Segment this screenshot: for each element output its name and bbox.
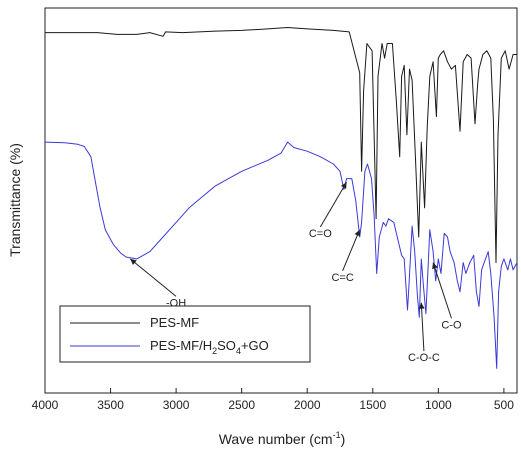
legend-label-main: PES-MF/H [150, 338, 212, 353]
x-axis-title: Wave number (cm-1) [219, 430, 346, 447]
x-tick-label: 1000 [425, 398, 452, 412]
annotation-arrow-line [420, 302, 425, 352]
legend-label-pes-mf-h2so4-go: PES-MF/H2SO4+GO [150, 338, 269, 356]
series-line-0 [45, 27, 517, 264]
legend-label-sub2: 4 [236, 346, 241, 356]
annotation-arrowhead [340, 182, 347, 189]
annotation-arrow-line [129, 258, 177, 297]
series-group [44, 27, 518, 369]
legend-label-pes-mf: PES-MF [150, 315, 199, 330]
x-axis-ticks: 4000 3500 3000 2500 2000 1500 1000 500 [32, 388, 514, 412]
annotation-arrowhead [418, 302, 425, 309]
plot-frame [44, 7, 518, 394]
annotation-arrow-line [342, 229, 361, 271]
y-axis-title: Transmittance (%) [7, 143, 23, 257]
series-line-1 [44, 141, 518, 369]
legend-label-mid: SO [217, 338, 236, 353]
annotation-label: C=C [331, 272, 353, 284]
legend-box [59, 305, 311, 363]
x-tick-label: 2500 [228, 398, 255, 412]
x-axis-title-main: Wave number (cm [219, 431, 333, 447]
x-tick-label: 3000 [163, 398, 190, 412]
annotation-arrowhead [130, 258, 137, 266]
x-tick-label: 1500 [359, 398, 386, 412]
annotation-arrow-line [432, 262, 452, 319]
x-tick-label: 4000 [32, 398, 59, 412]
x-tick-label: 500 [494, 398, 514, 412]
x-tick-label: 2000 [294, 398, 321, 412]
x-axis-title-end: ) [341, 431, 346, 447]
annotation-arrow-line [319, 181, 347, 228]
annotations-group: -OHC=OC=CC-O-CC-O [129, 181, 462, 364]
x-tick-label: 3500 [97, 398, 124, 412]
annotation-label: C-O [441, 319, 462, 331]
legend: PES-MF PES-MF/H2SO4+GO [59, 305, 311, 363]
legend-label-end: +GO [241, 338, 269, 353]
annotation-label: C=O [309, 228, 332, 240]
annotation-arrowhead [354, 229, 361, 237]
x-axis-title-sup: -1 [333, 430, 341, 440]
legend-label-sub1: 2 [212, 346, 217, 356]
annotation-arrowhead [432, 262, 438, 270]
annotation-label: C-O-C [408, 352, 440, 364]
